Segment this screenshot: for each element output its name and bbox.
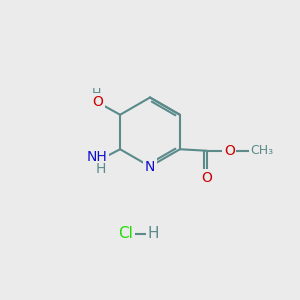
Text: H: H — [95, 162, 106, 176]
Text: H: H — [92, 87, 101, 100]
Text: Cl: Cl — [118, 226, 134, 242]
Text: O: O — [224, 144, 235, 158]
Text: H: H — [147, 226, 159, 242]
Text: O: O — [201, 171, 212, 185]
Text: NH: NH — [86, 150, 107, 164]
Text: O: O — [93, 95, 104, 109]
Text: CH₃: CH₃ — [250, 144, 274, 157]
Text: N: N — [145, 160, 155, 173]
